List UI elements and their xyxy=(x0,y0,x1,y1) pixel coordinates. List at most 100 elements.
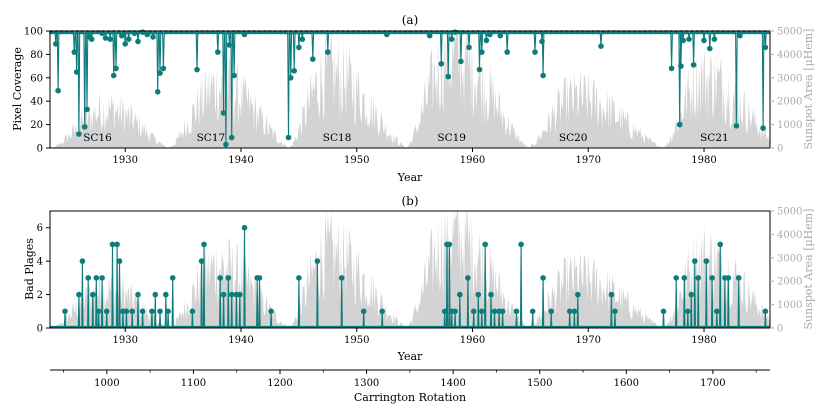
bad-plages-point xyxy=(488,291,494,298)
bad-plages-point xyxy=(735,275,742,281)
y-right-tick-label: 0 xyxy=(777,324,783,335)
carrington-tick-label: 1700 xyxy=(700,378,725,389)
x-tick-label: 1970 xyxy=(576,335,601,346)
cycle-label-sc16: SC16 xyxy=(83,132,112,144)
carrington-tick-label: 1000 xyxy=(94,378,119,389)
bad-plages-point xyxy=(225,275,232,281)
bad-plages-point xyxy=(109,241,116,248)
carrington-tick-label: 1300 xyxy=(354,378,379,389)
coverage-point xyxy=(483,37,490,44)
bad-plages-point xyxy=(499,308,506,315)
coverage-point xyxy=(668,65,675,72)
coverage-point xyxy=(102,35,109,41)
x-tick-label: 1960 xyxy=(460,155,485,166)
coverage-point xyxy=(310,56,316,62)
bad-plages-point xyxy=(79,258,86,264)
bad-plages-point xyxy=(95,308,102,315)
x-tick-label: 1930 xyxy=(113,155,138,166)
coverage-point xyxy=(678,63,684,69)
coverage-point xyxy=(445,73,452,80)
y-right-tick-label: 0 xyxy=(777,144,783,155)
y-right-tick-label: 5000 xyxy=(777,207,802,218)
bad-plages-point xyxy=(673,275,679,281)
bad-plages-point xyxy=(99,275,105,281)
bad-plages-point xyxy=(612,308,618,315)
coverage-point xyxy=(686,36,692,42)
coverage-point xyxy=(426,32,433,39)
bad-plages-point xyxy=(681,275,688,281)
bad-plages-point xyxy=(717,241,723,248)
bad-plages-point xyxy=(165,308,171,315)
cycle-label-sc21: SC21 xyxy=(700,132,729,144)
coverage-point xyxy=(84,106,90,113)
panel-a-pixel-coverage-series: SC16 SC17 SC18 SC19 SC20 SC21 xyxy=(49,29,770,148)
y-tick-label: 100 xyxy=(24,27,43,38)
y-right-tick-label: 1000 xyxy=(777,300,802,311)
y-tick-label: 0 xyxy=(37,324,43,335)
coverage-point xyxy=(154,89,161,95)
coverage-point xyxy=(194,66,200,73)
coverage-point xyxy=(53,41,59,47)
bad-plages-point xyxy=(379,308,386,315)
coverage-point xyxy=(107,36,113,42)
bad-plages-point xyxy=(237,291,243,298)
coverage-point xyxy=(135,38,141,45)
y-right-tick-label: 3000 xyxy=(777,253,802,264)
bad-plages-point xyxy=(256,275,263,281)
carrington-ticks: 1000 1100 1200 1300 1400 1500 1600 1700 xyxy=(63,370,757,389)
coverage-point xyxy=(71,49,78,55)
coverage-point xyxy=(231,72,237,79)
coverage-point xyxy=(296,44,302,51)
bad-plages-point xyxy=(688,291,695,298)
bad-plages-point xyxy=(470,308,477,315)
bad-plages-point xyxy=(513,308,520,315)
bad-plages-point xyxy=(452,308,458,315)
coverage-point xyxy=(476,66,483,73)
bad-plages-point xyxy=(540,275,546,281)
bad-plages-point xyxy=(241,224,248,231)
x-tick-label: 1940 xyxy=(228,155,253,166)
y-right-tick-label: 1000 xyxy=(777,120,802,131)
bad-plages-point xyxy=(608,291,615,298)
panel-a-frame xyxy=(49,30,771,149)
carrington-tick-label: 1400 xyxy=(440,378,465,389)
bad-plages-point xyxy=(482,241,489,248)
coverage-point xyxy=(760,125,766,131)
bad-plages-point xyxy=(198,258,205,264)
coverage-point xyxy=(113,65,119,72)
coverage-point xyxy=(676,121,683,128)
carrington-tick-label: 1100 xyxy=(181,378,206,389)
y-tick-label: 80 xyxy=(30,50,43,61)
coverage-point xyxy=(540,72,546,79)
bad-plages-point xyxy=(217,275,223,281)
bad-plages-point xyxy=(491,308,498,315)
coverage-point xyxy=(110,72,117,79)
bad-plages-point xyxy=(692,258,698,264)
y-right-tick-label: 2000 xyxy=(777,97,802,108)
y-right-tick-label: 2000 xyxy=(777,277,802,288)
coverage-point xyxy=(539,38,545,45)
y-tick-label: 60 xyxy=(30,73,43,84)
cycle-label-sc19: SC19 xyxy=(437,132,466,144)
bad-plages-point xyxy=(163,291,169,298)
bad-plages-point xyxy=(62,308,68,315)
coverage-point xyxy=(76,131,82,137)
bad-plages-point xyxy=(725,275,732,281)
coverage-point xyxy=(144,31,150,38)
bad-plages-point xyxy=(139,308,146,315)
coverage-point xyxy=(228,134,235,141)
coverage-point xyxy=(226,42,233,48)
bad-plages-point xyxy=(695,275,701,281)
coverage-point xyxy=(299,36,306,42)
coverage-point xyxy=(291,68,298,74)
bad-plages-point xyxy=(709,275,715,281)
coverage-point xyxy=(532,49,538,55)
coverage-point xyxy=(215,49,221,55)
bad-plages-point xyxy=(575,291,581,298)
panel-a-sunspot-area xyxy=(50,31,770,148)
coverage-point xyxy=(466,44,472,51)
coverage-point xyxy=(325,49,331,55)
bad-plages-point xyxy=(189,308,196,315)
panel-a-axes: 1930 1940 1950 1960 1970 19800204060801000100… xyxy=(24,27,803,167)
